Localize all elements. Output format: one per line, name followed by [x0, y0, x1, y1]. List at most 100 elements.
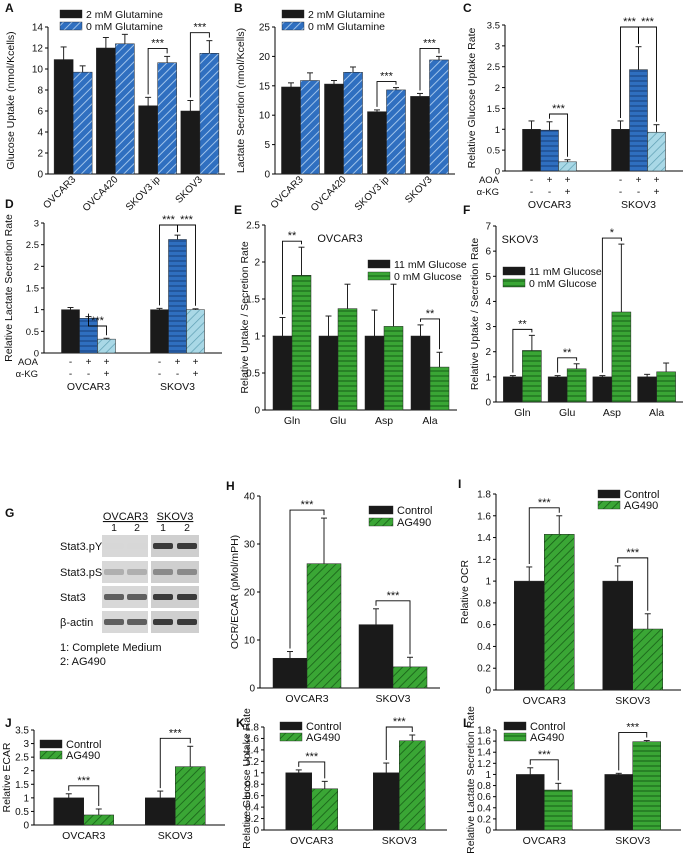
treatment-sign: - [158, 369, 161, 380]
bar-0 mM Glucose [429, 366, 450, 411]
blot-legend: 2: AG490 [60, 656, 106, 668]
significance-label: *** [387, 590, 401, 602]
bar-2 mM Glutamine [53, 59, 74, 175]
significance-bracket [147, 47, 168, 95]
x-tick-label: Gln [514, 407, 531, 419]
blot-row-label: β-actin [60, 617, 93, 629]
y-axis-label: Glucose Uptake (nmol/Kcells) [5, 31, 17, 169]
y-tick-label: 2.5 [246, 221, 260, 232]
significance-bracket [557, 357, 578, 373]
bar-SKOV3-2 [186, 309, 205, 354]
legend-swatch [367, 259, 391, 269]
x-tick-label: SKOV3 [403, 174, 435, 206]
legend-swatch [39, 739, 63, 749]
blot-band [127, 594, 147, 600]
treatment-row-label: α-KG [16, 369, 38, 380]
blot-column-label: OVCAR3 [103, 511, 148, 523]
y-tick-label: 1.5 [487, 104, 500, 115]
x-tick-label: Glu [559, 407, 576, 419]
significance-label: *** [552, 103, 566, 115]
bar-AG490 [632, 741, 661, 831]
y-tick-label: 25 [259, 23, 271, 34]
panel-letter: B [234, 1, 243, 15]
treatment-sign: - [158, 357, 161, 368]
legend-label: AG490 [66, 750, 100, 762]
significance-label: ** [518, 318, 527, 330]
bar-Control [285, 772, 312, 831]
significance-bracket [177, 224, 196, 306]
bar-0 mM Glutamine [115, 43, 135, 175]
y-tick-label: 4 [37, 128, 43, 139]
y-tick-label: 10 [244, 636, 256, 647]
significance-label: *** [626, 722, 640, 734]
bar-0 mM Glutamine [386, 89, 406, 175]
panel-letter: K [236, 716, 245, 730]
y-tick-label: 1.6 [245, 734, 259, 745]
blot-legend: 1: Complete Medium [60, 642, 162, 654]
significance-bracket [385, 726, 413, 761]
bar-AG490 [311, 788, 338, 831]
bar-11 mM Glucose [637, 376, 657, 403]
blot-strip [151, 561, 199, 583]
bar-SKOV3-1 [168, 239, 187, 354]
legend-label: Control [66, 739, 101, 751]
significance-bracket [282, 240, 302, 315]
y-tick-label: 0.6 [245, 791, 259, 802]
bar-11 mM Glucose [318, 335, 339, 411]
y-tick-label: 0 [249, 684, 255, 695]
treatment-row-label: AOA [479, 175, 500, 186]
bar-Control [358, 624, 394, 689]
significance-label: *** [626, 547, 640, 559]
blot-strip [102, 535, 148, 557]
legend-swatch [597, 500, 621, 510]
bar-2 mM Glutamine [281, 86, 301, 175]
bar-0 mM Glutamine [72, 71, 93, 175]
y-tick-label: 3.5 [487, 21, 500, 32]
y-axis-label: Relative Uptake / Secretion Rate [469, 238, 481, 390]
bar-2 mM Glutamine [96, 47, 116, 175]
blot-strip [151, 611, 199, 633]
y-tick-label: 40 [244, 492, 256, 503]
significance-bracket [159, 737, 191, 789]
legend-swatch [597, 489, 621, 499]
chart-C: 0 0.5 1 1.5 2 2.5 3 3.5 Relative Glucose Uptake … [463, 1, 683, 211]
y-tick-label: 0.8 [245, 780, 259, 791]
significance-bracket [618, 732, 648, 771]
y-tick-label: 1.6 [477, 737, 491, 748]
legend-swatch [279, 721, 303, 731]
y-tick-label: 1.2 [477, 759, 491, 770]
bar-AG490 [392, 666, 428, 689]
legend-label: AG490 [306, 732, 340, 744]
x-tick-label: SKOV3 [382, 835, 417, 847]
y-axis-label: Relative OCR [459, 559, 471, 624]
y-axis-label: Relative Lactate Secretion Rate [465, 706, 477, 854]
legend-swatch [367, 271, 391, 281]
blot-band [153, 569, 173, 575]
bar-0 mM Glucose [383, 326, 404, 411]
y-tick-label: 0.8 [477, 781, 491, 792]
y-tick-label: 2 [34, 262, 39, 273]
blot-band [177, 543, 197, 549]
y-tick-label: 1 [495, 125, 500, 136]
legend-label: 0 mM Glucose [394, 271, 462, 283]
y-tick-label: 0.6 [477, 620, 491, 631]
significance-bracket [420, 318, 440, 350]
blot-band [104, 619, 124, 625]
y-tick-label: 30 [244, 540, 256, 551]
significance-bracket [68, 785, 100, 806]
bar-AG490 [544, 789, 573, 831]
chart-title: OVCAR3 [317, 233, 362, 245]
x-tick-label: OVCAR3 [523, 835, 566, 847]
y-tick-label: 1.4 [245, 745, 259, 756]
bar-Control [53, 797, 84, 826]
legend-label: 11 mM Glucose [529, 266, 602, 278]
bar-AG490 [632, 628, 663, 691]
legend-swatch [281, 21, 305, 31]
blot-band [127, 569, 147, 575]
panel-letter: H [226, 479, 235, 493]
y-tick-label: 3 [34, 219, 39, 230]
y-tick-label: 1.5 [15, 780, 29, 791]
y-tick-label: 3 [485, 322, 491, 333]
